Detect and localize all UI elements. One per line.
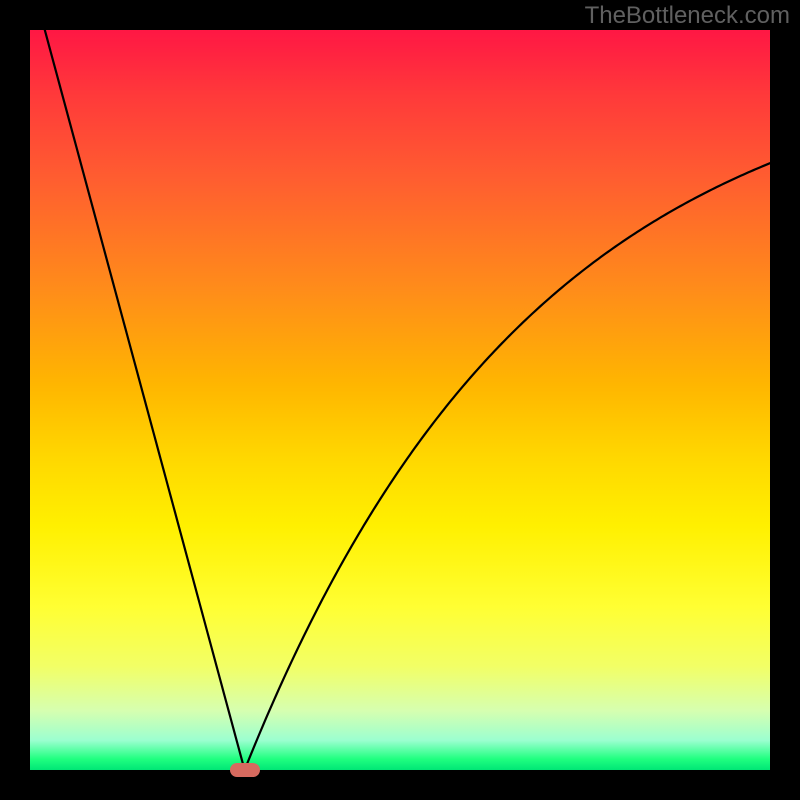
bottleneck-curve (30, 30, 770, 770)
watermark-text: TheBottleneck.com (585, 2, 790, 30)
vertex-marker (230, 763, 260, 777)
plot-area (30, 30, 770, 770)
chart-canvas: TheBottleneck.com (0, 0, 800, 800)
